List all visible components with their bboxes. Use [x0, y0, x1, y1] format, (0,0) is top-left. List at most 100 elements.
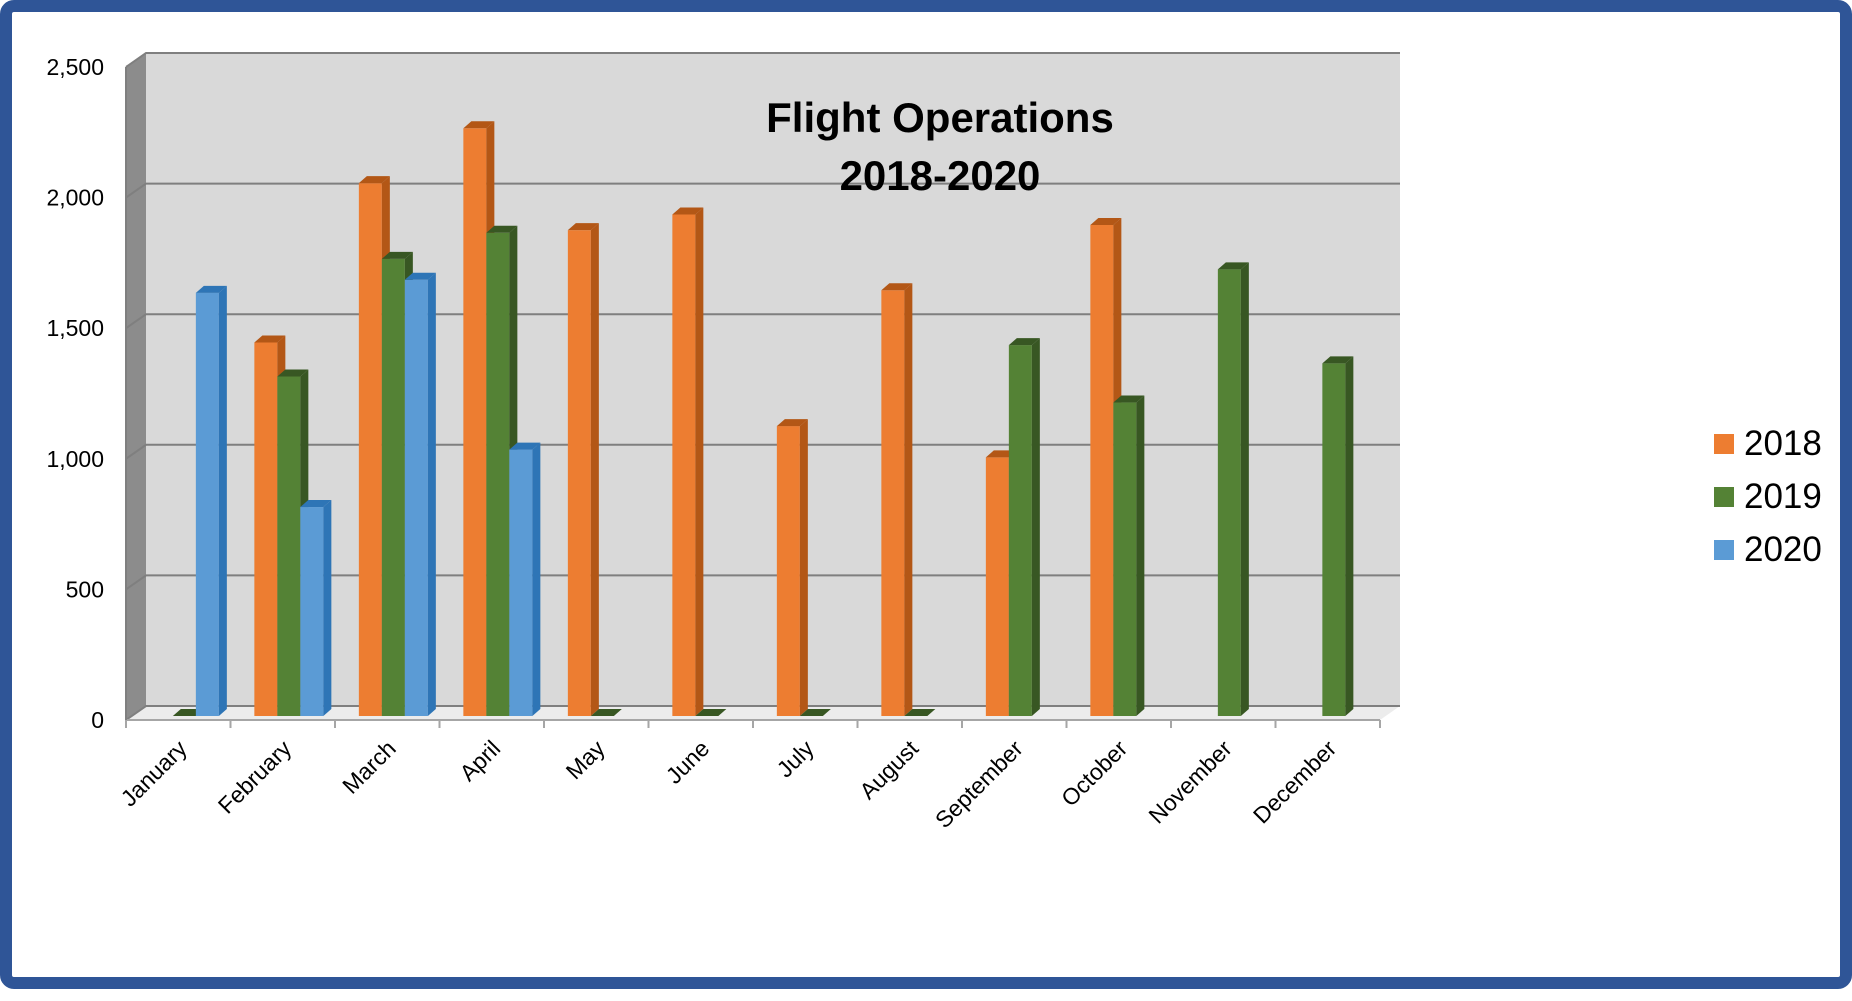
bars-group — [172, 121, 1354, 717]
bar-side — [1345, 356, 1354, 716]
bar-front — [1217, 269, 1241, 716]
bar-front — [277, 376, 301, 716]
chart-title: Flight Operations 2018-2020 — [766, 94, 1114, 199]
bar-top — [567, 223, 599, 231]
legend-swatch — [1714, 487, 1734, 507]
bar-side — [590, 223, 599, 716]
bar-front — [358, 183, 382, 717]
bar-side — [323, 500, 332, 716]
gridline — [125, 443, 1400, 460]
bar-side — [427, 272, 436, 716]
bar-side — [904, 283, 913, 716]
bar-front — [254, 342, 278, 716]
chart-title-line-2: 2018-2020 — [840, 152, 1041, 199]
bar-top — [381, 251, 413, 259]
bar-top — [776, 419, 808, 427]
x-tick-label: June — [661, 735, 715, 789]
bar-top — [358, 176, 390, 184]
bar-top — [300, 500, 332, 508]
x-tick-label: December — [1248, 735, 1342, 829]
bar-top — [1008, 338, 1040, 346]
bar-top — [254, 335, 286, 343]
bar-top — [277, 369, 309, 377]
bar-side — [532, 442, 541, 716]
legend-label: 2020 — [1744, 530, 1822, 569]
x-tick-label: September — [930, 735, 1028, 833]
bar-side — [218, 285, 227, 716]
bar-top — [1090, 217, 1122, 225]
y-tick-label: 2,000 — [46, 185, 104, 211]
bar-top — [1322, 356, 1354, 364]
bar-top — [463, 121, 495, 129]
bar-side — [1240, 262, 1249, 716]
legend: 2018 2019 2020 — [1714, 424, 1822, 569]
x-tick-label: August — [854, 735, 923, 804]
bar — [590, 709, 622, 716]
x-axis-ticks: January February March April May June July Augu… — [116, 720, 1381, 833]
bar-side — [695, 207, 704, 716]
bar — [1008, 338, 1040, 716]
gridline — [125, 313, 1400, 330]
bar-front — [985, 457, 1009, 716]
bar — [672, 207, 704, 716]
x-tick-label: January — [116, 735, 193, 812]
bar — [1322, 356, 1354, 716]
bar-top — [509, 442, 541, 450]
bar-top — [1113, 395, 1145, 403]
legend-label: 2018 — [1744, 424, 1822, 463]
bar-front — [567, 230, 591, 716]
bar-front — [404, 279, 428, 716]
bar — [1217, 262, 1249, 716]
bar-front — [1113, 402, 1137, 716]
bar — [509, 442, 541, 716]
legend-swatch — [1714, 434, 1734, 454]
bar-side — [1031, 338, 1040, 716]
bar-front — [672, 214, 696, 716]
x-tick-label: July — [771, 735, 819, 783]
bar-top — [1217, 262, 1249, 270]
bar — [567, 223, 599, 716]
bar-chart: 0 500 1,000 1,500 2,000 2,500 January February… — [46, 52, 1822, 833]
bar-top — [904, 709, 936, 716]
floor — [126, 706, 1400, 720]
bar-front — [486, 232, 510, 716]
legend-label: 2019 — [1744, 477, 1822, 516]
x-tick-label: November — [1143, 735, 1237, 829]
bar — [300, 500, 332, 716]
y-tick-label: 500 — [66, 576, 104, 602]
y-tick-label: 0 — [91, 707, 104, 733]
bar-top — [590, 709, 622, 716]
y-axis-ticks: 0 500 1,000 1,500 2,000 2,500 — [46, 54, 104, 733]
bar — [904, 709, 936, 716]
bar — [881, 283, 913, 716]
y-tick-label: 1,000 — [46, 446, 104, 472]
x-tick-label: April — [454, 735, 505, 786]
gridline — [125, 52, 1400, 68]
y-tick-label: 1,500 — [46, 315, 104, 341]
gridline — [125, 705, 1400, 721]
x-tick-label: February — [213, 735, 297, 819]
x-tick-label: March — [337, 735, 401, 799]
bar-top — [799, 709, 831, 716]
bar-top — [404, 272, 436, 280]
gridline — [125, 574, 1400, 591]
bar-front — [776, 426, 800, 716]
bar — [1113, 395, 1145, 716]
chart-title-line-1: Flight Operations — [766, 94, 1114, 141]
bar — [799, 709, 831, 716]
bar-front — [381, 258, 405, 716]
bar-top — [486, 225, 518, 233]
bar-front — [463, 128, 487, 717]
bar-side — [1136, 395, 1145, 716]
back-wall — [146, 53, 1400, 706]
gridline — [125, 182, 1400, 199]
y-tick-label: 2,500 — [46, 54, 104, 80]
legend-swatch — [1714, 540, 1734, 560]
bar-front — [1322, 363, 1346, 716]
bar-front — [1008, 345, 1032, 716]
bar-top — [695, 709, 727, 716]
bar-front — [195, 292, 219, 716]
bar — [776, 419, 808, 716]
bar-top — [672, 207, 704, 215]
